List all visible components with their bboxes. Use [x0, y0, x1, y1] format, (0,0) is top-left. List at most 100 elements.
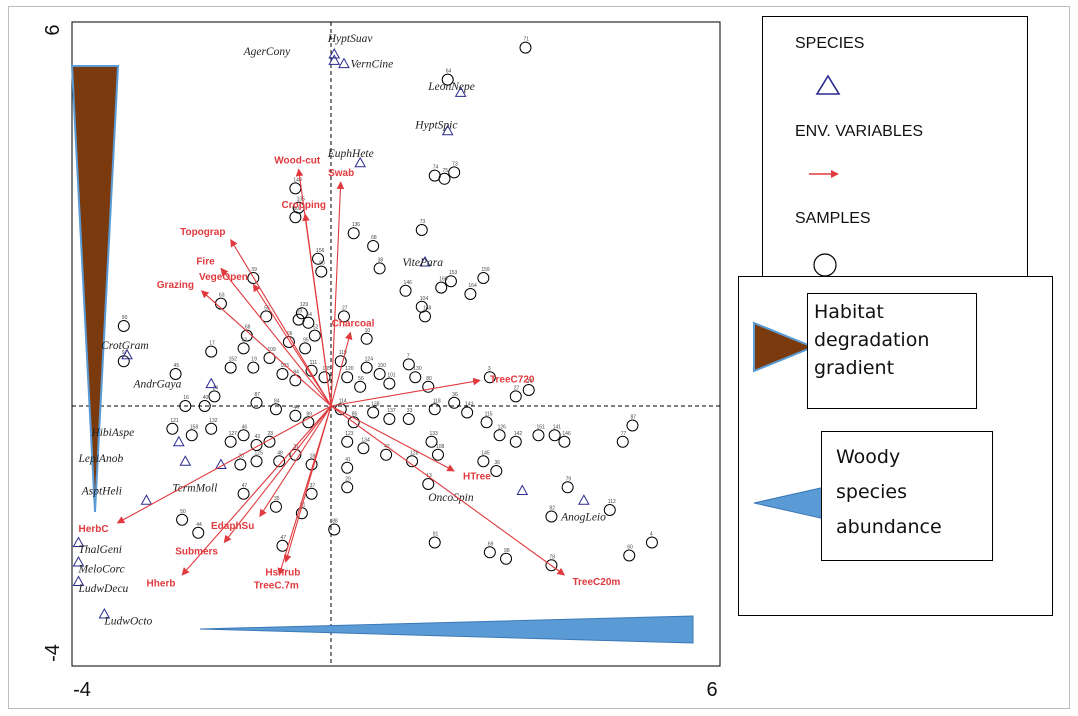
sample-id-label: 126: [498, 424, 507, 430]
sample-point: [545, 510, 558, 523]
env-arrow: [330, 405, 455, 472]
sample-point: [448, 166, 461, 179]
sample-id-label: 56: [358, 376, 364, 382]
sample-id-label: 29: [345, 476, 351, 482]
sample-point: [289, 211, 302, 224]
species-label: AnogLeio: [560, 512, 606, 524]
sample-point: [169, 368, 182, 380]
env-variable-label: VegeOpen: [199, 272, 248, 283]
sample-point: [425, 435, 438, 448]
sample-point: [247, 272, 260, 284]
sample-id-label: 123: [345, 431, 354, 437]
sample-id-label: 152: [229, 357, 238, 363]
species-label: HyptSpic: [414, 119, 457, 131]
legend-species-label: SPECIES: [795, 35, 865, 52]
sample-point: [250, 455, 263, 468]
species-label: HibiAspe: [90, 427, 134, 439]
sample-point: [477, 272, 490, 284]
species-marker: [72, 575, 85, 586]
sample-point: [441, 73, 454, 86]
sample-id-label: 159: [481, 267, 490, 273]
sample-id-label: 69: [488, 541, 494, 547]
sample-point: [626, 419, 639, 432]
sample-point: [360, 332, 373, 345]
sample-id-label: 130: [413, 366, 422, 372]
sample-id-label: 24: [212, 385, 218, 391]
env-variable-label: Hherb: [147, 579, 176, 590]
sample-point: [328, 523, 341, 536]
species-label: LudwDecu: [77, 583, 128, 595]
sample-point: [431, 448, 444, 461]
species-marker: [98, 607, 111, 619]
species-label: CrotGram: [101, 340, 149, 352]
sample-point: [299, 342, 312, 355]
y-tick-top: 6: [42, 24, 64, 35]
sample-point: [435, 281, 448, 294]
sample-id-label: 33: [407, 408, 413, 414]
sample-id-label: 109: [267, 347, 276, 353]
sample-id-label: 140: [293, 177, 302, 183]
sample-id-label: 135: [297, 197, 306, 203]
env-variable-label: Fire: [196, 257, 215, 268]
sample-id-label: 77: [621, 431, 627, 437]
env-arrow: [330, 331, 353, 407]
sample-id-label: 73: [452, 161, 458, 167]
species-label: AndrGaya: [133, 379, 182, 391]
sample-point: [519, 41, 532, 54]
sample-id-label: 43: [255, 434, 261, 440]
species-label: LepiAnob: [77, 453, 123, 465]
env-variable-label: TreeC20m: [572, 577, 620, 588]
sample-point: [205, 345, 218, 358]
sample-id-label: 146: [404, 280, 413, 286]
sample-point: [179, 400, 192, 412]
sample-point: [428, 536, 441, 549]
sample-id-label: 88: [332, 519, 338, 525]
sample-point: [250, 396, 263, 409]
sample-id-label: 44: [293, 405, 299, 411]
x-tick-right: 6: [706, 679, 717, 701]
species-marker: [441, 124, 454, 136]
species-marker: [172, 435, 185, 447]
degradation-label-line-3: gradient: [814, 357, 895, 379]
sample-point: [176, 513, 189, 526]
env-arrow: [330, 181, 345, 407]
sample-point: [402, 358, 415, 371]
sample-point: [312, 252, 325, 265]
env-arrow: [277, 405, 332, 576]
sample-id-label: 4: [650, 532, 653, 538]
sample-point: [205, 422, 218, 435]
sample-id-label: 103: [280, 363, 289, 369]
sample-id-label: 146: [562, 431, 571, 437]
env-arrow: [330, 377, 481, 407]
degradation-label-line-2: degradation: [814, 329, 930, 351]
sample-id-label: 148: [423, 305, 432, 311]
sample-point: [237, 342, 250, 355]
species-marker: [72, 555, 85, 567]
sample-point: [269, 500, 282, 513]
sample-id-label: 101: [387, 373, 396, 379]
sample-id-label: 143: [465, 402, 474, 408]
sample-id-label: 145: [481, 450, 490, 456]
species-marker: [179, 455, 192, 466]
sample-point: [341, 435, 354, 448]
figure-frame: [8, 6, 1070, 709]
env-arrow: [230, 238, 332, 407]
sample-id-label: 80: [319, 261, 325, 267]
sample-id-label: 23: [267, 431, 273, 437]
sample-id-label: 71: [524, 37, 530, 43]
sample-id-label: 68: [371, 235, 377, 241]
sample-id-label: 115: [485, 411, 493, 417]
sample-point: [341, 461, 354, 474]
env-arrow: [302, 213, 332, 407]
sample-point: [341, 481, 354, 494]
sample-id-label: 82: [549, 506, 555, 512]
sample-point: [623, 549, 636, 562]
species-label: TermMoll: [172, 482, 217, 494]
sample-point: [263, 352, 276, 364]
legend-box: SPECIES ENV. VARIABLES SAMPLES: [762, 16, 1028, 284]
sample-id-label: 39: [251, 267, 257, 273]
species-marker: [338, 57, 350, 69]
species-label: VernCine: [350, 59, 393, 71]
degradation-label-line-1: Habitat: [814, 301, 884, 323]
env-variable-label: HTree: [463, 472, 491, 483]
